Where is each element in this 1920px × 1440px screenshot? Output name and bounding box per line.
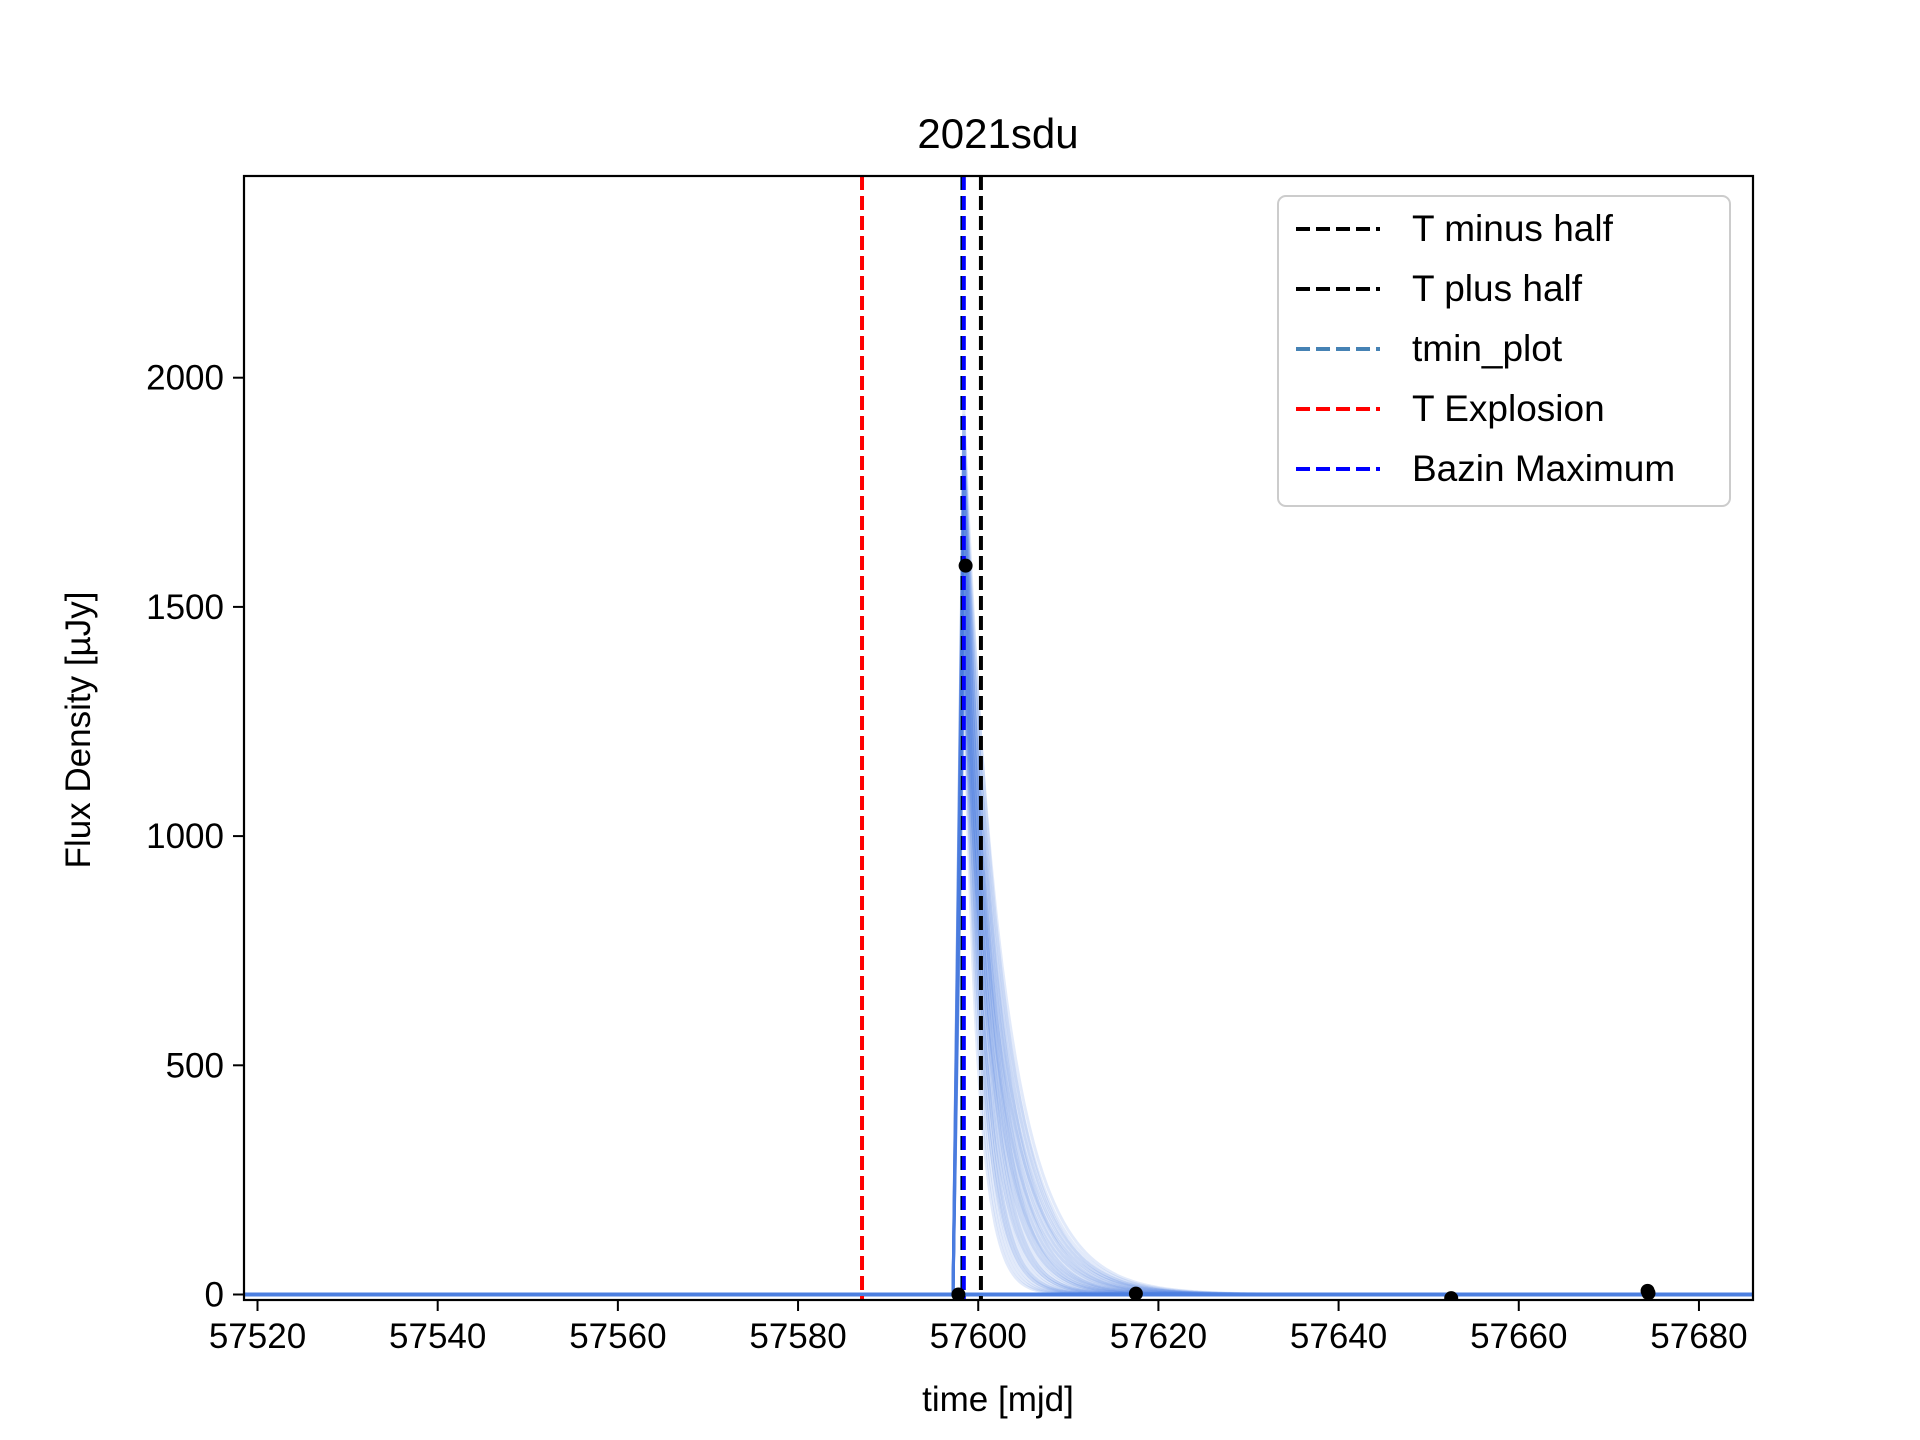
y-axis-ticks: 0 500 1000 1500 2000 — [146, 359, 244, 1314]
y-tick-label: 0 — [205, 1275, 224, 1314]
data-point — [958, 558, 973, 573]
y-tick-label: 1000 — [146, 817, 224, 856]
data-points — [951, 558, 1656, 1300]
y-tick-label: 1500 — [146, 588, 224, 627]
x-tick-label: 57540 — [389, 1317, 486, 1356]
x-axis-ticks: 57520 57540 57560 57580 57600 57620 57640 57660… — [209, 1300, 1748, 1356]
legend-label: T minus half — [1412, 208, 1614, 249]
data-point — [1641, 1286, 1656, 1300]
plot-frame — [242, 174, 1755, 1302]
x-axis-label: time [mjd] — [922, 1380, 1074, 1419]
data-point — [1128, 1286, 1143, 1300]
x-tick-label: 57620 — [1110, 1317, 1207, 1356]
y-axis-label: Flux Density [µJy] — [59, 592, 98, 869]
legend-label: T Explosion — [1412, 388, 1605, 429]
legend-label: tmin_plot — [1412, 328, 1563, 369]
data-point — [1444, 1291, 1459, 1300]
x-tick-label: 57560 — [569, 1317, 666, 1356]
legend-label: Bazin Maximum — [1412, 448, 1675, 489]
data-point — [951, 1287, 966, 1300]
x-tick-label: 57660 — [1470, 1317, 1567, 1356]
x-tick-label: 57580 — [749, 1317, 846, 1356]
x-tick-label: 57680 — [1650, 1317, 1747, 1356]
vertical-lines — [860, 176, 983, 1300]
legend: T minus half T plus half tmin_plot T Explos… — [1277, 195, 1731, 507]
legend-box — [1277, 195, 1731, 507]
y-tick-label: 2000 — [146, 359, 224, 398]
x-tick-label: 57520 — [209, 1317, 306, 1356]
chart-title: 2021sdu — [917, 110, 1078, 157]
x-tick-label: 57640 — [1290, 1317, 1387, 1356]
x-tick-label: 57600 — [930, 1317, 1027, 1356]
y-tick-label: 500 — [166, 1046, 224, 1085]
model-curves — [244, 407, 1753, 1297]
legend-label: T plus half — [1412, 268, 1583, 309]
